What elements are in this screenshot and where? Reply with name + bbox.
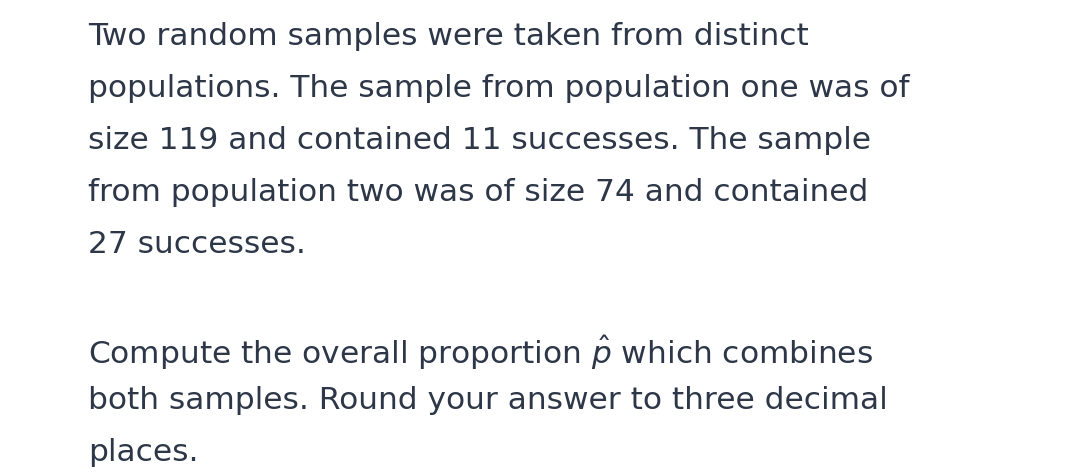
Text: both samples. Round your answer to three decimal: both samples. Round your answer to three… xyxy=(88,386,888,415)
Text: places.: places. xyxy=(88,438,198,467)
Text: Compute the overall proportion $\hat{p}$ which combines: Compute the overall proportion $\hat{p}$… xyxy=(88,334,873,372)
Text: from population two was of size 74 and contained: from population two was of size 74 and c… xyxy=(88,178,868,207)
Text: size 119 and contained 11 successes. The sample: size 119 and contained 11 successes. The… xyxy=(88,126,870,155)
Text: populations. The sample from population one was of: populations. The sample from population … xyxy=(88,74,909,103)
Text: Two random samples were taken from distinct: Two random samples were taken from disti… xyxy=(88,22,809,51)
Text: 27 successes.: 27 successes. xyxy=(88,230,306,259)
